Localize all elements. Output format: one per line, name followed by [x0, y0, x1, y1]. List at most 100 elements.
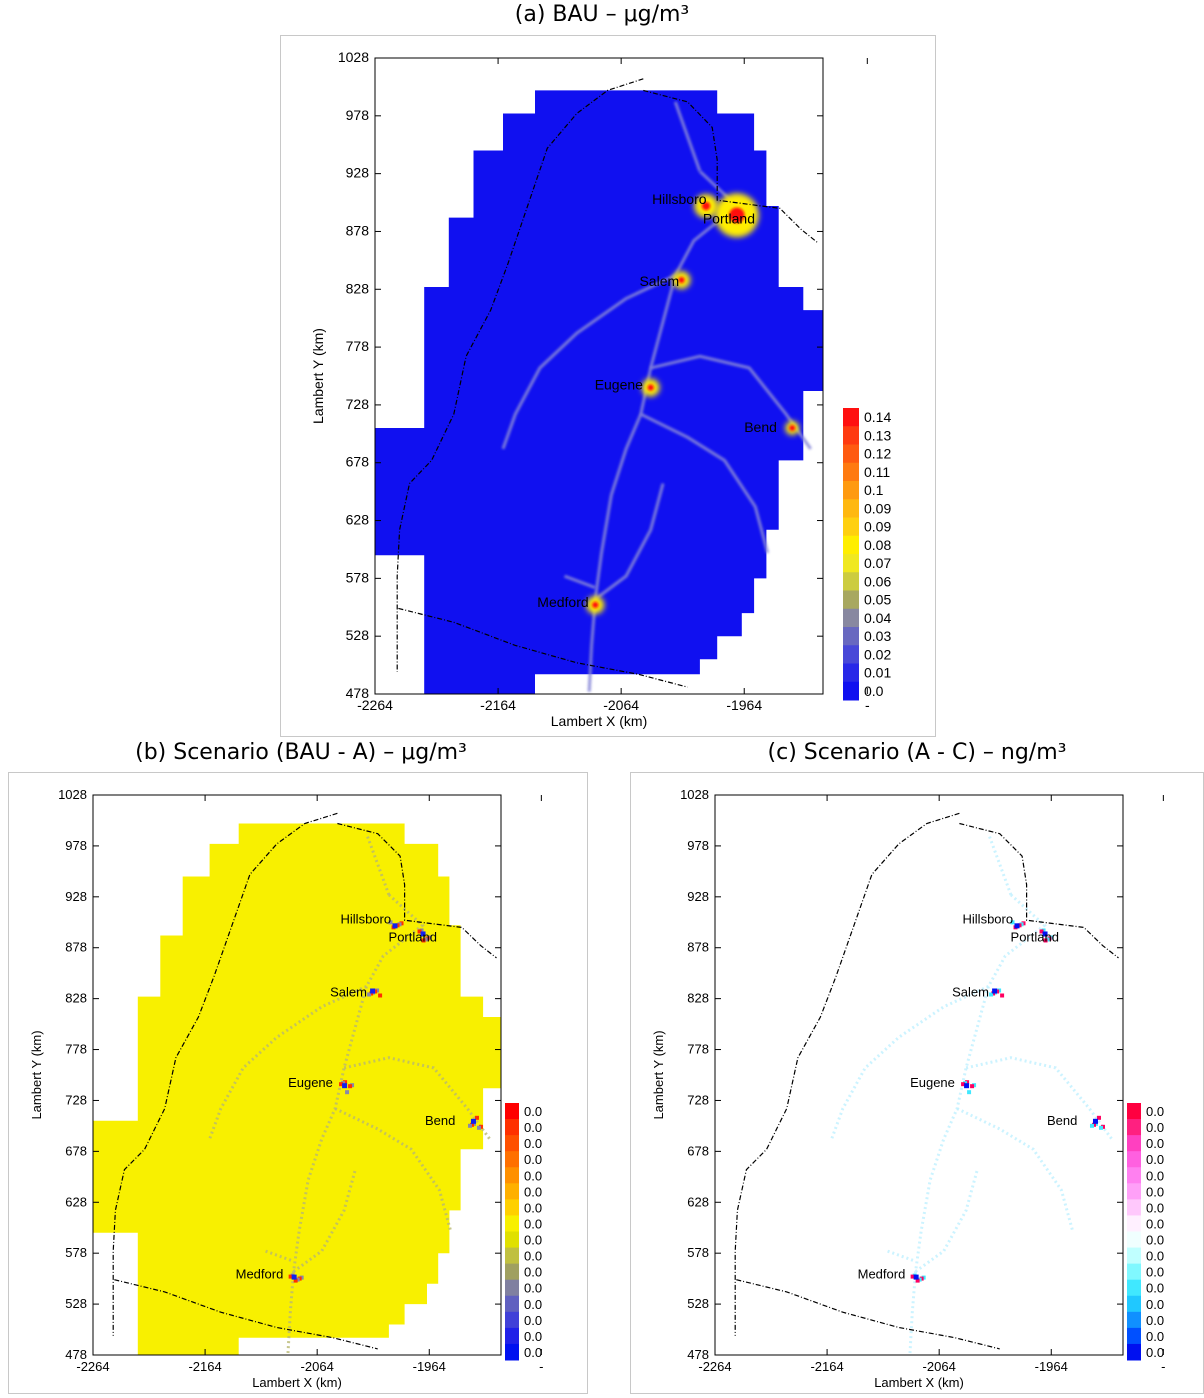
- colorbar-label: 0.0: [864, 683, 884, 699]
- colorbar-swatch: [843, 682, 859, 701]
- y-tick-label: 728: [346, 396, 370, 412]
- y-axis-label: Lambert Y (km): [310, 328, 326, 424]
- colorbar-swatch: [843, 536, 859, 555]
- y-tick-label: 1028: [338, 49, 369, 65]
- x-tick-label: -: [865, 697, 870, 713]
- colorbar-swatch: [1127, 1103, 1141, 1120]
- y-tick-label: 1028: [58, 787, 87, 802]
- colorbar-label: 0.0: [524, 1233, 542, 1248]
- colorbar-swatch: [1127, 1199, 1141, 1216]
- colorbar-label: 0.0: [524, 1297, 542, 1312]
- y-tick-label: 678: [65, 1143, 87, 1158]
- colorbar-swatch: [505, 1344, 519, 1361]
- hotspot-cell: [471, 1119, 476, 1124]
- hotspot-cell: [967, 1090, 971, 1094]
- city-label-bend: Bend: [425, 1113, 455, 1128]
- hotspot-cell: [292, 1275, 297, 1280]
- x-axis-label: Lambert X (km): [874, 1375, 964, 1390]
- y-tick-label: 928: [687, 889, 709, 904]
- hotspot-cell: [370, 988, 375, 993]
- y-tick-label: 878: [687, 940, 709, 955]
- colorbar-swatch: [843, 627, 859, 646]
- x-tick-label: -2264: [76, 1359, 109, 1374]
- x-axis-label: Lambert X (km): [551, 713, 647, 729]
- panel-c: Hillsboro Portland Salem Eugene Bend Medford 1…: [630, 772, 1204, 1394]
- hotspot-cell: [1000, 993, 1004, 997]
- x-tick-label: -2064: [603, 697, 639, 713]
- hotspot-cell: [348, 1084, 352, 1088]
- city-label-salem: Salem: [330, 984, 367, 999]
- city-label-portland: Portland: [389, 929, 437, 944]
- colorbar-swatch: [1127, 1232, 1141, 1249]
- colorbar-label: 0.06: [864, 573, 891, 589]
- colorbar-swatch: [843, 554, 859, 573]
- colorbar-label: 0.02: [864, 646, 891, 662]
- hotspot-cell: [345, 1090, 349, 1094]
- colorbar-swatch: [843, 445, 859, 464]
- panel-c-chart: HillsboroPortlandSalemEugeneBendMedford1…: [631, 773, 1203, 1393]
- panel-c-title: (c) Scenario (A - C) – ng/m³: [630, 740, 1204, 765]
- colorbar-swatch: [505, 1232, 519, 1249]
- colorbar-swatch: [843, 463, 859, 482]
- city-hotspot-core: [648, 384, 654, 390]
- x-tick-label: -2164: [188, 1359, 221, 1374]
- colorbar-label: 0.04: [864, 610, 891, 626]
- colorbar-label: 0.0: [1146, 1329, 1164, 1344]
- colorbar-swatch: [505, 1103, 519, 1120]
- colorbar-label: 0.05: [864, 592, 891, 608]
- colorbar-label: 0.0: [1146, 1313, 1164, 1328]
- city-label-medford: Medford: [858, 1267, 906, 1282]
- y-tick-label: 628: [65, 1194, 87, 1209]
- city-label-eugene: Eugene: [910, 1075, 955, 1090]
- y-axis-label: Lambert Y (km): [651, 1030, 666, 1119]
- hotspot-cell: [914, 1275, 919, 1280]
- y-tick-label: 578: [65, 1245, 87, 1260]
- city-label-medford: Medford: [537, 594, 588, 610]
- colorbar-label: 0.1: [864, 482, 884, 498]
- hotspot-cell: [1093, 1119, 1098, 1124]
- x-tick-label: -2064: [923, 1359, 956, 1374]
- y-tick-label: 828: [687, 991, 709, 1006]
- y-tick-label: 1028: [680, 787, 709, 802]
- y-tick-label: 628: [346, 512, 370, 528]
- colorbar-swatch: [1127, 1280, 1141, 1297]
- colorbar-label: 0.0: [1146, 1233, 1164, 1248]
- hotspot-cell: [468, 1124, 472, 1128]
- colorbar-label: 0.0: [1146, 1168, 1164, 1183]
- city-label-hillsboro: Hillsboro: [341, 911, 392, 926]
- y-tick-label: 578: [346, 569, 370, 585]
- x-tick-label: -1964: [1035, 1359, 1068, 1374]
- colorbar-label: 0.0: [1146, 1136, 1164, 1151]
- x-tick-label: -2164: [810, 1359, 843, 1374]
- colorbar-swatch: [505, 1248, 519, 1265]
- colorbar-label: 0.03: [864, 628, 891, 644]
- colorbar-label: 0.0: [524, 1104, 542, 1119]
- city-label-salem: Salem: [952, 984, 989, 999]
- colorbar-swatch: [1127, 1151, 1141, 1168]
- hotspot-cell: [1015, 923, 1020, 928]
- colorbar-swatch: [843, 609, 859, 628]
- city-label-bend: Bend: [744, 419, 777, 435]
- y-tick-label: 528: [65, 1296, 87, 1311]
- colorbar-label: 0.09: [864, 500, 891, 516]
- colorbar-swatch: [505, 1167, 519, 1184]
- colorbar-label: 0.0: [524, 1168, 542, 1183]
- hotspot-cell: [1090, 1124, 1094, 1128]
- hotspot-cell: [393, 923, 398, 928]
- colorbar-swatch: [505, 1312, 519, 1329]
- city-hotspot-core: [592, 602, 598, 608]
- colorbar-swatch: [1127, 1296, 1141, 1313]
- hotspot-cell: [992, 988, 997, 993]
- colorbar-label: 0.0: [1146, 1345, 1164, 1360]
- colorbar-swatch: [1127, 1248, 1141, 1265]
- x-tick-label: -2264: [357, 697, 393, 713]
- y-tick-label: 778: [346, 338, 370, 354]
- y-tick-label: 928: [65, 889, 87, 904]
- colorbar-swatch: [505, 1119, 519, 1136]
- colorbar-label: 0.0: [1146, 1152, 1164, 1167]
- y-tick-label: 578: [687, 1245, 709, 1260]
- colorbar-label: 0.01: [864, 665, 891, 681]
- hotspot-cell: [970, 1084, 974, 1088]
- colorbar-label: 0.0: [524, 1249, 542, 1264]
- city-label-hillsboro: Hillsboro: [652, 191, 707, 207]
